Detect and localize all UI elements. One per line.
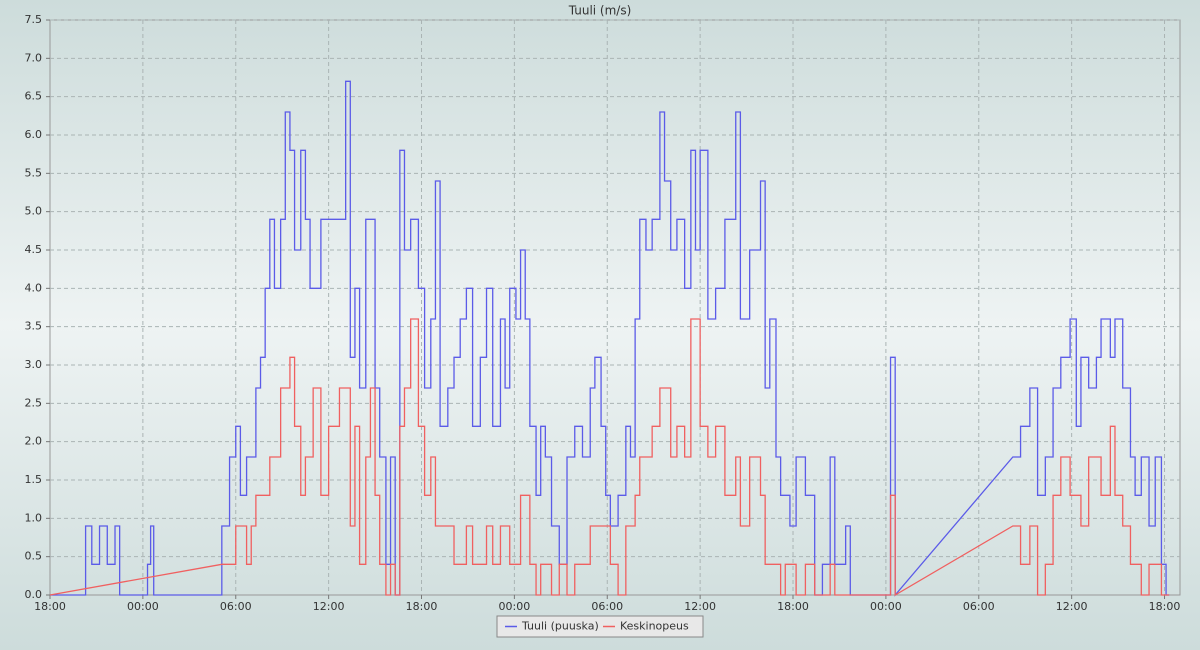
x-tick-label: 00:00 bbox=[499, 600, 531, 613]
y-tick-label: 5.0 bbox=[25, 205, 43, 218]
y-tick-label: 5.5 bbox=[25, 166, 43, 179]
x-tick-label: 12:00 bbox=[1056, 600, 1088, 613]
y-tick-label: 2.0 bbox=[25, 435, 43, 448]
x-tick-label: 18:00 bbox=[777, 600, 809, 613]
y-tick-label: 6.0 bbox=[25, 128, 43, 141]
x-tick-label: 18:00 bbox=[1149, 600, 1181, 613]
series-line bbox=[50, 80, 1170, 597]
y-tick-label: 7.0 bbox=[25, 51, 43, 64]
y-tick-label: 4.0 bbox=[25, 281, 43, 294]
y-tick-label: 2.5 bbox=[25, 396, 43, 409]
x-tick-label: 00:00 bbox=[127, 600, 159, 613]
x-tick-label: 06:00 bbox=[591, 600, 623, 613]
y-tick-label: 1.0 bbox=[25, 511, 43, 524]
x-tick-label: 12:00 bbox=[313, 600, 345, 613]
y-tick-label: 7.5 bbox=[25, 13, 43, 26]
y-tick-label: 3.0 bbox=[25, 358, 43, 371]
x-tick-label: 12:00 bbox=[684, 600, 716, 613]
y-tick-label: 0.5 bbox=[25, 550, 43, 563]
x-tick-label: 00:00 bbox=[870, 600, 902, 613]
legend-box bbox=[496, 615, 704, 638]
x-tick-label: 18:00 bbox=[406, 600, 438, 613]
x-tick-label: 18:00 bbox=[34, 600, 66, 613]
series-line bbox=[49, 318, 1170, 597]
legend-label: Tuuli (puuska) bbox=[521, 620, 599, 633]
plot-area bbox=[49, 19, 1181, 596]
legend-label: Keskinopeus bbox=[620, 620, 689, 633]
chart-title: Tuuli (m/s) bbox=[568, 4, 632, 18]
y-tick-label: 6.5 bbox=[25, 90, 43, 103]
y-tick-label: 1.5 bbox=[25, 473, 43, 486]
y-tick-label: 3.5 bbox=[25, 320, 43, 333]
x-tick-label: 06:00 bbox=[963, 600, 995, 613]
y-tick-label: 0.0 bbox=[25, 588, 43, 601]
x-tick-label: 06:00 bbox=[220, 600, 252, 613]
y-tick-label: 4.5 bbox=[25, 243, 43, 256]
